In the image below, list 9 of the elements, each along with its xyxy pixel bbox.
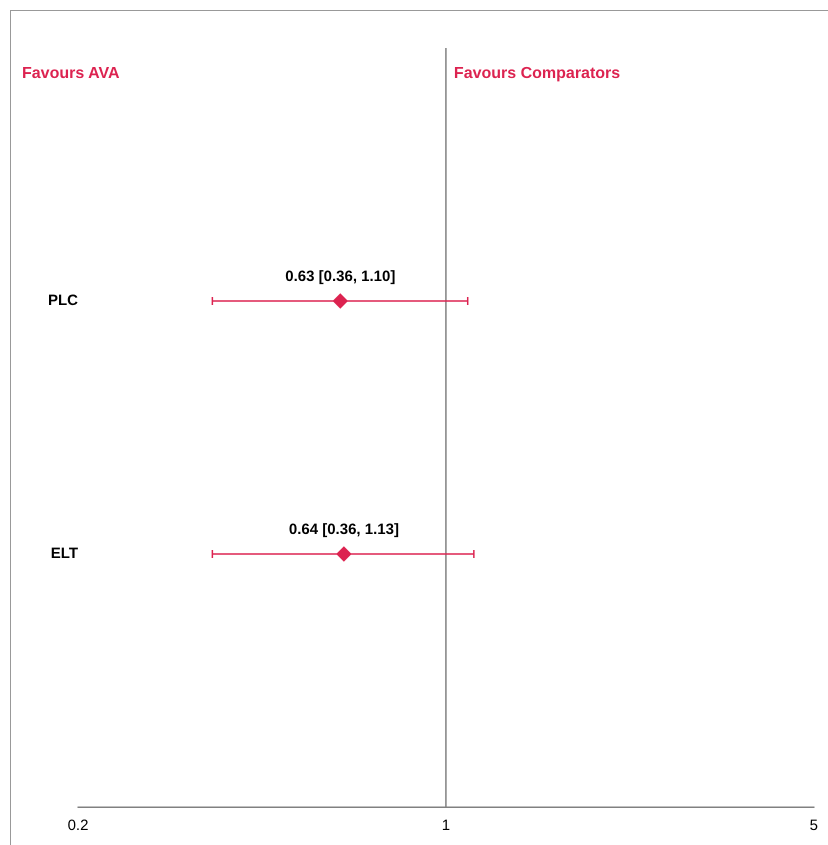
x-tick-label: 5 xyxy=(810,817,818,834)
data-label: 0.64 [0.36, 1.13] xyxy=(288,521,399,538)
x-tick-label: 1 xyxy=(442,817,450,834)
y-tick-label: ELT xyxy=(50,545,78,562)
y-tick-label: PLC xyxy=(48,292,78,310)
x-tick-label: 0.2 xyxy=(68,817,88,834)
data-label: 0.63 [0.36, 1.10] xyxy=(285,268,396,285)
annotation: Favours Comparators xyxy=(454,65,620,82)
annotation: Favours AVA xyxy=(22,65,120,82)
